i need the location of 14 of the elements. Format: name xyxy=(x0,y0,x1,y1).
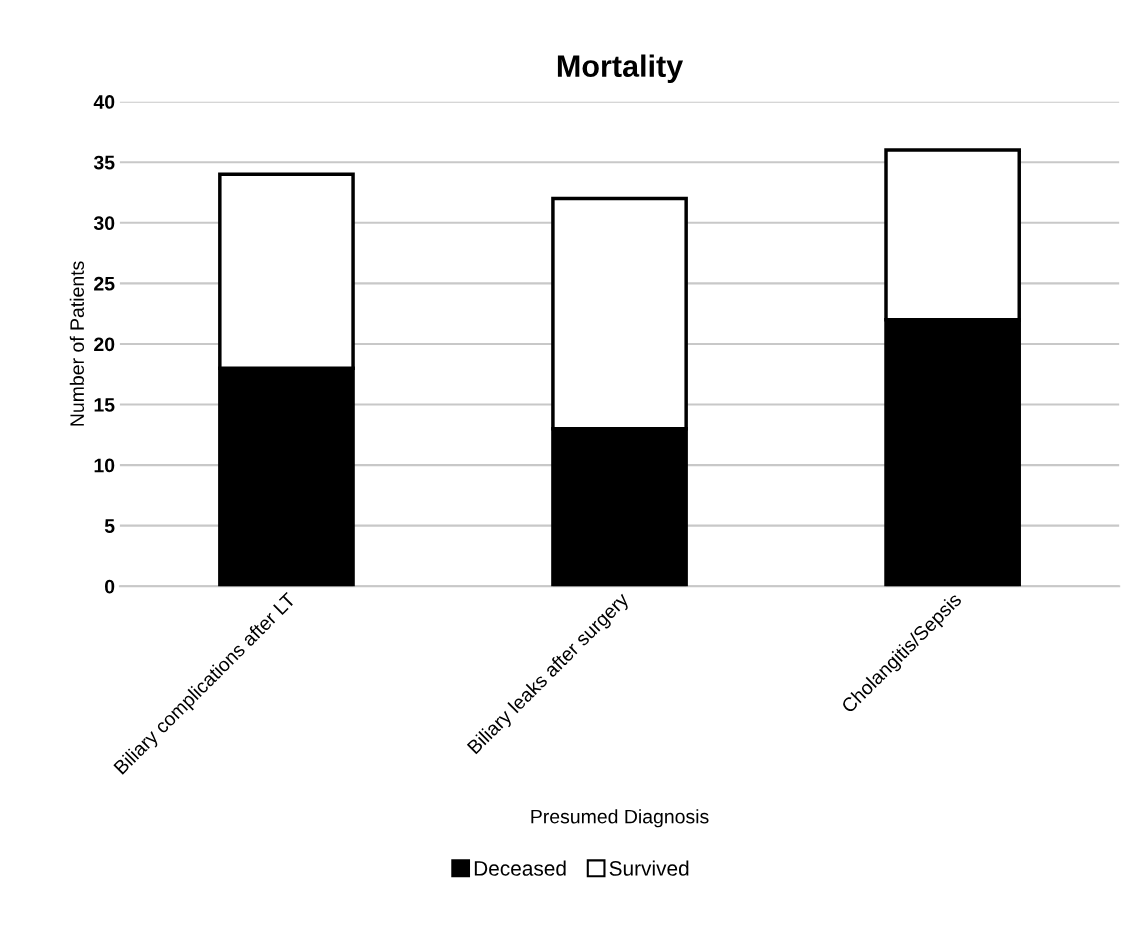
y-tick-label: 40 xyxy=(93,95,115,109)
y-tick-label: 35 xyxy=(93,155,115,170)
y-tick-label: 30 xyxy=(93,216,115,231)
x-axis-title: Presumed Diagnosis xyxy=(531,809,709,828)
y-tick-label: 0 xyxy=(105,579,115,594)
y-tick-label: 10 xyxy=(94,458,115,473)
y-tick-label: 25 xyxy=(94,276,115,291)
y-tick-label: 15 xyxy=(94,398,115,412)
legend-label: Deceased xyxy=(474,860,566,876)
y-tick-label: 20 xyxy=(94,337,115,352)
legend-label: Survived xyxy=(609,860,689,876)
chart-title: Mortality xyxy=(557,54,684,83)
y-axis-title: Number of Patients xyxy=(69,261,85,426)
y-tick-label: 5 xyxy=(104,519,115,533)
